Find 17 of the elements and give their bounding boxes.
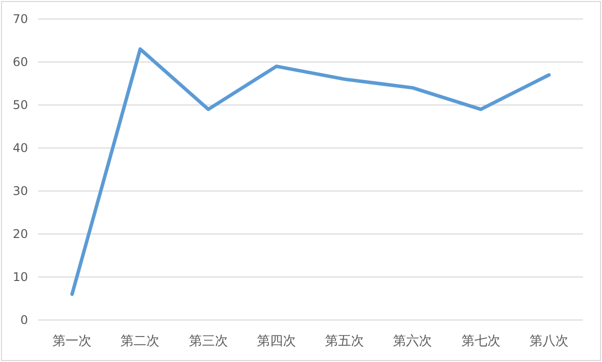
x-tick-label: 第二次 — [120, 334, 160, 349]
x-tick-label: 第七次 — [461, 334, 500, 349]
x-tick-label: 第四次 — [256, 334, 296, 349]
x-tick-label: 第三次 — [188, 334, 228, 349]
y-tick-label: 20 — [12, 227, 28, 241]
y-tick-label: 0 — [20, 313, 28, 327]
y-tick-label: 30 — [12, 184, 28, 198]
x-tick-label: 第五次 — [325, 334, 364, 349]
x-tick-label: 第六次 — [393, 334, 432, 349]
x-tick-label: 第八次 — [529, 334, 568, 349]
line-series — [70, 47, 551, 296]
y-tick-label: 70 — [12, 12, 28, 26]
y-tick-label: 40 — [12, 141, 28, 155]
y-tick-label: 10 — [12, 270, 28, 284]
x-tick-label: 第一次 — [52, 334, 92, 349]
y-tick-label: 60 — [12, 55, 28, 69]
y-tick-label: 50 — [12, 98, 28, 112]
